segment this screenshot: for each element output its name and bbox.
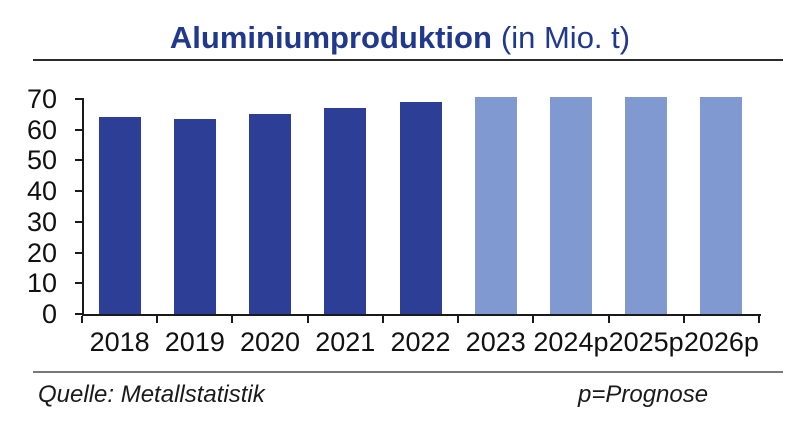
x-tick-label: 2023 — [465, 327, 526, 357]
x-tick-label: 2018 — [89, 327, 150, 357]
x-tick-mark — [306, 316, 309, 323]
y-tick-label: 30 — [26, 206, 57, 237]
y-tick-mark — [75, 190, 82, 193]
y-tick-mark — [75, 282, 82, 285]
x-tick-label: 2022 — [390, 327, 451, 357]
title-rule — [33, 59, 783, 61]
source-label: Quelle: Metallstatistik — [38, 381, 265, 408]
x-tick-label: 2020 — [240, 327, 301, 357]
y-tick-label: 60 — [26, 114, 57, 145]
y-tick-mark — [75, 313, 82, 315]
bar-2026p — [700, 97, 743, 314]
y-tick-mark — [75, 220, 82, 223]
y-tick-label: 20 — [26, 237, 57, 268]
x-tick-mark — [381, 316, 384, 323]
x-tick-mark — [682, 316, 685, 323]
x-tick-mark — [607, 316, 610, 323]
y-axis-line — [82, 98, 84, 316]
bar-2020 — [249, 113, 292, 314]
y-tick-label: 40 — [26, 176, 57, 207]
y-tick-mark — [75, 251, 82, 254]
bar-2018 — [98, 116, 141, 314]
x-tick-mark — [457, 316, 460, 323]
bar-2021 — [324, 108, 367, 314]
y-tick-label: 50 — [26, 145, 57, 176]
bar-2022 — [399, 102, 442, 314]
chart-title-main: Aluminiumproduktion — [169, 20, 492, 55]
x-tick-mark — [81, 316, 83, 323]
x-tick-mark — [156, 316, 159, 323]
x-tick-label: 2024p — [533, 327, 609, 357]
footer-rule — [33, 371, 783, 373]
chart-title-suffix: (in Mio. t) — [500, 20, 631, 55]
y-tick-mark — [75, 159, 82, 162]
x-tick-mark — [758, 316, 760, 323]
bar-2023 — [474, 97, 517, 314]
y-tick-mark — [75, 128, 82, 131]
y-tick-label: 70 — [26, 84, 57, 115]
x-tick-mark — [532, 316, 535, 323]
y-tick-label: 0 — [41, 299, 57, 329]
x-tick-label: 2019 — [164, 327, 225, 357]
x-tick-mark — [231, 316, 234, 323]
y-tick-label: 10 — [26, 268, 57, 299]
bar-2019 — [173, 119, 216, 314]
x-tick-label: 2026p — [683, 327, 759, 357]
x-tick-label: 2021 — [315, 327, 376, 357]
chart-title: Aluminiumproduktion (in Mio. t) — [0, 20, 800, 56]
y-tick-mark — [75, 98, 82, 101]
x-tick-label: 2025p — [608, 327, 684, 357]
bar-2025p — [625, 97, 668, 314]
forecast-note-label: p=Prognose — [578, 381, 709, 408]
bar-2024p — [549, 97, 592, 314]
x-axis-line — [82, 314, 761, 316]
